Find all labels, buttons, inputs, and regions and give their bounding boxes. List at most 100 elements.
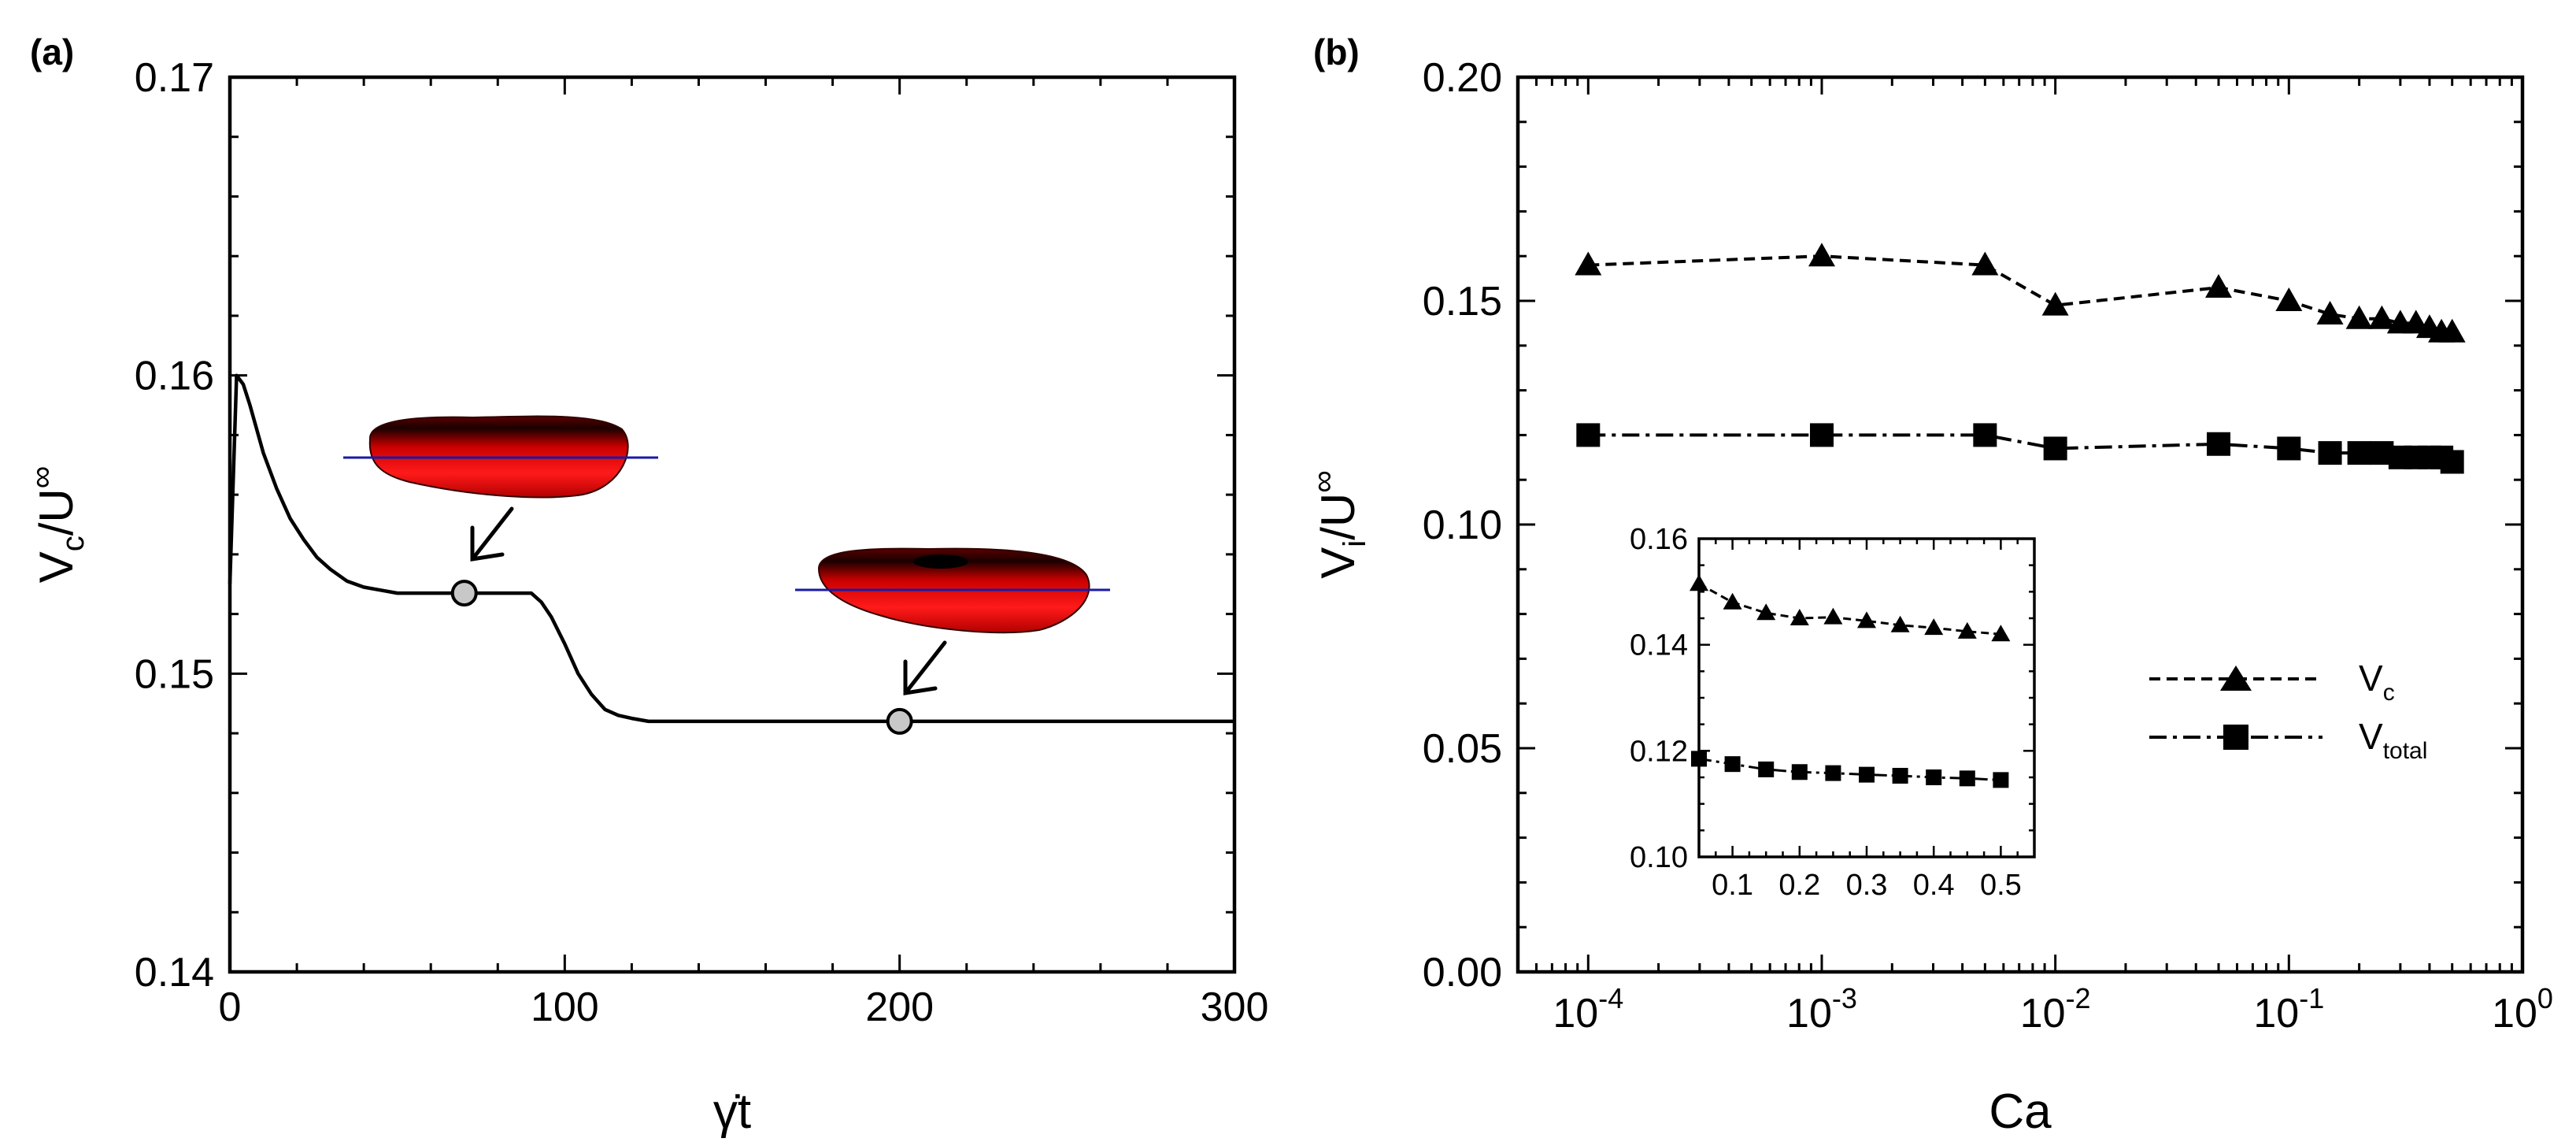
panel-b-vtotal-marker	[1576, 423, 1601, 447]
inset-series-vc-line	[1698, 582, 2001, 636]
inset-vtotal-marker	[1926, 769, 1942, 785]
panel-b-vc-marker	[2345, 305, 2373, 329]
inset-vc-marker	[1857, 611, 1876, 628]
inset-vtotal-marker	[1892, 767, 1908, 784]
panel-a-x-tick-labels: 0 100 200 300	[219, 984, 1269, 1030]
panel-b-vc-marker	[2438, 318, 2466, 343]
panel-a-x-tick-label: 300	[1201, 984, 1269, 1030]
panel-a-markers	[450, 580, 913, 735]
panel-b-vc-marker	[1971, 251, 1999, 276]
panel-b-x-tick-label: 10-3	[1786, 982, 1857, 1036]
legend: Vc Vtotal	[2149, 658, 2427, 764]
inset-vtotal-marker	[1859, 766, 1875, 783]
panel-b-y-tick-label: 0.00	[1423, 950, 1502, 996]
panel-b: (b) 0.000.050.100.150.20 10-4 10-3 10-2 10-…	[1306, 32, 2553, 1139]
inset-vtotal-marker	[1724, 756, 1741, 773]
legend-triangle-marker	[2220, 666, 2252, 691]
inset-x-tick-labels: 0.1 0.2 0.3 0.4 0.5	[1712, 869, 2022, 902]
panel-b-vtotal-marker	[2277, 436, 2301, 461]
inset-vc-marker	[1924, 618, 1944, 636]
panel-b-vtotal-marker	[2318, 441, 2342, 465]
inset-x-tick-label: 0.3	[1846, 869, 1888, 902]
panel-b-x-tick-label: 10-2	[2020, 982, 2091, 1036]
panel-a: (a) 0.140.150.160.17 0 100 200 300 Vc/U∞ γ	[24, 32, 1268, 1139]
panel-a-ticks	[228, 76, 1236, 973]
panel-b-vc-marker	[2316, 301, 2344, 325]
panel-b-y-tick-label: 0.15	[1423, 279, 1502, 324]
inset-y-tick-label: 0.12	[1630, 735, 1688, 768]
panel-b-y-tick-label: 0.10	[1423, 502, 1502, 548]
panel-b-y-tick-labels: 0.00 0.05 0.10 0.15 0.20	[1423, 55, 1502, 996]
inset-vtotal-marker	[1959, 770, 1975, 787]
legend-label-vtotal: Vtotal	[2359, 716, 2427, 764]
panel-a-marker	[450, 580, 478, 607]
panel-a-y-axis-label: Vc/U∞	[24, 466, 91, 584]
inset-x-tick-label: 0.2	[1778, 869, 1820, 902]
inset-vc-marker	[1690, 574, 1708, 591]
inset-chart: 0.10 0.12 0.14 0.16 0.1 0.2 0.3 0.4 0.5	[1630, 523, 2036, 902]
inset-y-tick-labels: 0.10 0.12 0.14 0.16	[1630, 523, 1688, 874]
panel-b-vc-marker	[1808, 243, 1835, 267]
panel-b-frame	[1516, 75, 2525, 974]
inset-vc-marker	[1790, 609, 1809, 625]
legend-label-vc: Vc	[2359, 658, 2395, 706]
inset-y-tick-label: 0.10	[1630, 841, 1688, 874]
panel-b-vtotal-marker	[2347, 441, 2371, 465]
panel-b-x-tick-label: 10-1	[2253, 982, 2324, 1036]
panel-a-frame	[228, 75, 1237, 974]
panel-b-vc-marker	[2041, 291, 2069, 316]
inset-vc-marker	[1723, 592, 1742, 610]
inset-x-tick-label: 0.4	[1913, 869, 1955, 902]
inset-y-tick-label: 0.14	[1630, 629, 1688, 662]
arrow-icon-1	[470, 506, 514, 562]
panel-b-y-tick-label: 0.20	[1423, 55, 1502, 101]
panel-a-label: (a)	[30, 32, 74, 72]
inset-vc-marker	[1756, 603, 1776, 621]
panel-b-x-tick-labels: 10-4 10-3 10-2 10-1 100	[1553, 982, 2553, 1036]
droplet-shape-1	[343, 415, 658, 499]
panel-b-vtotal-marker	[2440, 450, 2464, 474]
panel-a-y-tick-label: 0.14	[135, 950, 214, 996]
inset-ticks	[1697, 537, 2036, 858]
panel-a-y-tick-labels: 0.14 0.15 0.16 0.17	[135, 55, 214, 996]
inset-vc-marker	[1823, 607, 1843, 625]
legend-square-marker	[2223, 725, 2248, 750]
inset-series-vtotal-line	[1698, 757, 2001, 781]
inset-vtotal-marker	[1691, 751, 1707, 767]
panel-b-y-axis-label: Vi/U∞	[1306, 470, 1372, 578]
inset-vtotal-marker	[1758, 761, 1775, 777]
inset-vtotal-marker	[1993, 772, 2009, 788]
panel-a-y-tick-label: 0.15	[135, 651, 214, 697]
panel-b-vtotal-marker	[2043, 436, 2067, 461]
panel-b-vc-marker	[2368, 305, 2396, 329]
inset-vc-marker	[1991, 625, 2011, 642]
inset-x-tick-label: 0.5	[1980, 869, 2022, 902]
panel-b-vc-marker	[2205, 273, 2233, 298]
inset-vc-marker	[1957, 621, 1977, 639]
panel-a-x-axis-label: γ̇t	[713, 1085, 751, 1139]
panel-b-vtotal-marker	[2207, 432, 2231, 456]
panel-b-vtotal-marker	[1973, 423, 1997, 447]
inset-x-tick-label: 0.1	[1712, 869, 1753, 902]
inset-vtotal-marker	[1825, 765, 1841, 781]
panel-b-markers	[1575, 243, 2466, 474]
panel-b-vc-marker	[2275, 287, 2303, 311]
arrow-icon-2	[903, 640, 947, 695]
legend-item-vtotal: Vtotal	[2149, 716, 2427, 764]
panel-b-x-tick-label: 100	[2492, 982, 2553, 1036]
panel-b-x-tick-label: 10-4	[1553, 982, 1623, 1036]
panel-a-x-tick-label: 100	[531, 984, 599, 1030]
panel-b-y-tick-label: 0.05	[1423, 726, 1502, 772]
inset-y-tick-label: 0.16	[1630, 523, 1688, 556]
panel-b-vc-marker	[1575, 251, 1602, 276]
inset-frame	[1697, 537, 2036, 858]
panel-b-label: (b)	[1313, 32, 1360, 72]
panel-a-marker	[886, 707, 913, 735]
panel-a-x-tick-label: 200	[865, 984, 934, 1030]
inset-vc-marker	[1890, 615, 1910, 632]
panel-a-y-tick-label: 0.17	[135, 55, 214, 101]
panel-b-vtotal-marker	[1809, 423, 1834, 447]
panel-b-x-axis-label: Ca	[1989, 1085, 2052, 1139]
inset-vtotal-marker	[1791, 764, 1808, 780]
